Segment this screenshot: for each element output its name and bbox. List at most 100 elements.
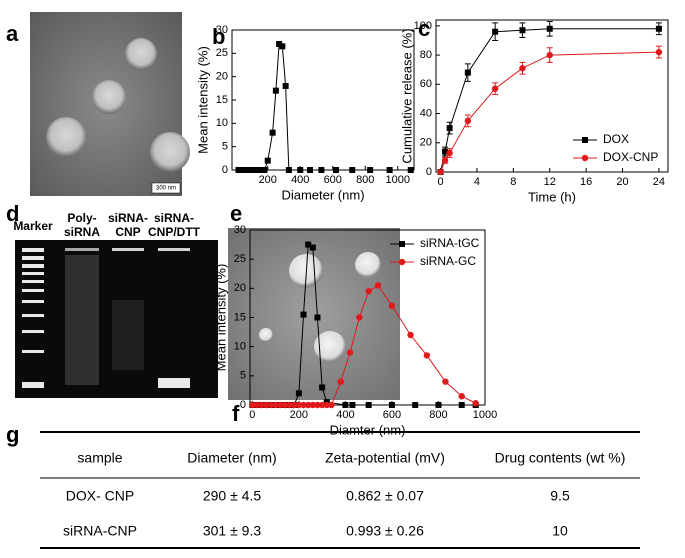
marker [318,167,325,173]
chart: 0 200 400 600 800 1000 0 5 10 15 20 25 30 Diamter (nm… [213,224,497,438]
marker [264,157,271,164]
marker [282,83,289,89]
y-tick-label: 5 [222,141,228,153]
marker [464,69,471,76]
x-axis-label: Diamter (nm) [330,422,406,437]
gel-lane-label: CNP [115,225,140,239]
gel-lane-label: siRNA- [108,211,148,225]
y-tick-label: 30 [234,224,246,236]
marker [412,402,419,408]
marker [655,25,662,32]
table-header: Diameter (nm) [187,450,276,466]
y-tick-label: 20 [420,137,432,149]
x-tick-label: 24 [653,176,665,188]
marker [263,401,270,409]
x-tick-label: 0 [249,409,255,421]
x-tick-label: 1000 [473,409,497,421]
marker [546,51,553,59]
marker [386,167,393,173]
legend-label: siRNA-tGC [420,236,480,250]
marker [245,167,252,173]
panel-label: f [232,401,240,426]
marker [655,48,663,56]
x-axis-label: Diameter (nm) [281,187,364,202]
marker [314,401,321,409]
series-line [238,43,411,171]
marker [365,402,372,408]
marker [249,401,256,409]
gel-lane-label: siRNA [64,225,100,239]
x-tick-label: 16 [580,176,592,188]
y-tick-label: 100 [414,20,432,32]
marker [238,167,245,173]
gel-lane-label: siRNA- [154,211,194,225]
x-tick-label: 400 [291,174,309,186]
marker [446,149,453,157]
y-tick-label: 10 [216,117,228,129]
marker [309,244,316,251]
marker [582,137,588,143]
marker [323,401,330,409]
y-tick-label: 0 [426,166,432,178]
marker [446,125,453,132]
table-header: Zeta-potential (mV) [325,450,445,466]
marker [272,87,279,94]
marker [458,393,465,400]
marker [269,129,276,136]
marker [304,401,312,409]
plot-frame [435,19,669,173]
marker [407,331,414,339]
marker [279,43,286,50]
marker [388,302,396,310]
marker [300,311,307,318]
table-cell: 290 ± 4.5 [203,488,261,504]
table-cell: 0.993 ± 0.26 [346,523,424,539]
y-tick-label: 20 [234,282,246,294]
marker [492,28,499,35]
marker [437,168,444,176]
y-tick-label: 80 [420,49,432,61]
legend-label: DOX [603,132,629,146]
table-cell: DOX- CNP [66,488,134,504]
table-header: Drug contents (wt %) [495,450,626,466]
table-cell: siRNA-CNP [63,523,137,539]
y-tick-label: 40 [420,107,432,119]
marker [309,401,317,409]
marker [442,148,449,155]
chart: 200 400 600 800 1000 0 5 10 15 20 25 30 Diameter (nm… [195,24,415,202]
marker [305,241,312,248]
marker [319,384,326,391]
marker [333,167,339,173]
y-tick-label: 10 [234,341,246,353]
marker [519,27,526,34]
marker [491,85,499,92]
marker [276,41,283,47]
y-tick-label: 30 [216,24,228,36]
x-tick-label: 8 [510,176,516,188]
x-tick-label: 12 [544,176,556,188]
legend-label: DOX-CNP [603,150,658,164]
marker [318,401,326,409]
marker [253,401,261,409]
marker [277,401,284,409]
y-tick-label: 20 [216,71,228,83]
y-tick-label: 25 [234,253,246,265]
marker [258,167,265,173]
panel-label: e [230,201,242,226]
marker [399,241,405,247]
marker [356,314,363,321]
gel-image [15,240,218,398]
y-tick-label: 60 [420,78,432,90]
marker [285,167,292,173]
x-tick-label: 20 [616,176,628,188]
x-tick-label: 200 [259,174,277,186]
x-tick-label: 1000 [386,174,410,186]
marker [248,167,255,173]
chart: 0 4 8 12 16 20 24 0 20 40 60 80 100 Time (h) Cumulativ… [399,16,669,204]
marker [272,401,279,409]
panel-label: a [6,21,19,46]
marker [442,378,449,385]
marker [258,401,265,409]
marker [546,25,553,32]
marker [435,402,442,408]
